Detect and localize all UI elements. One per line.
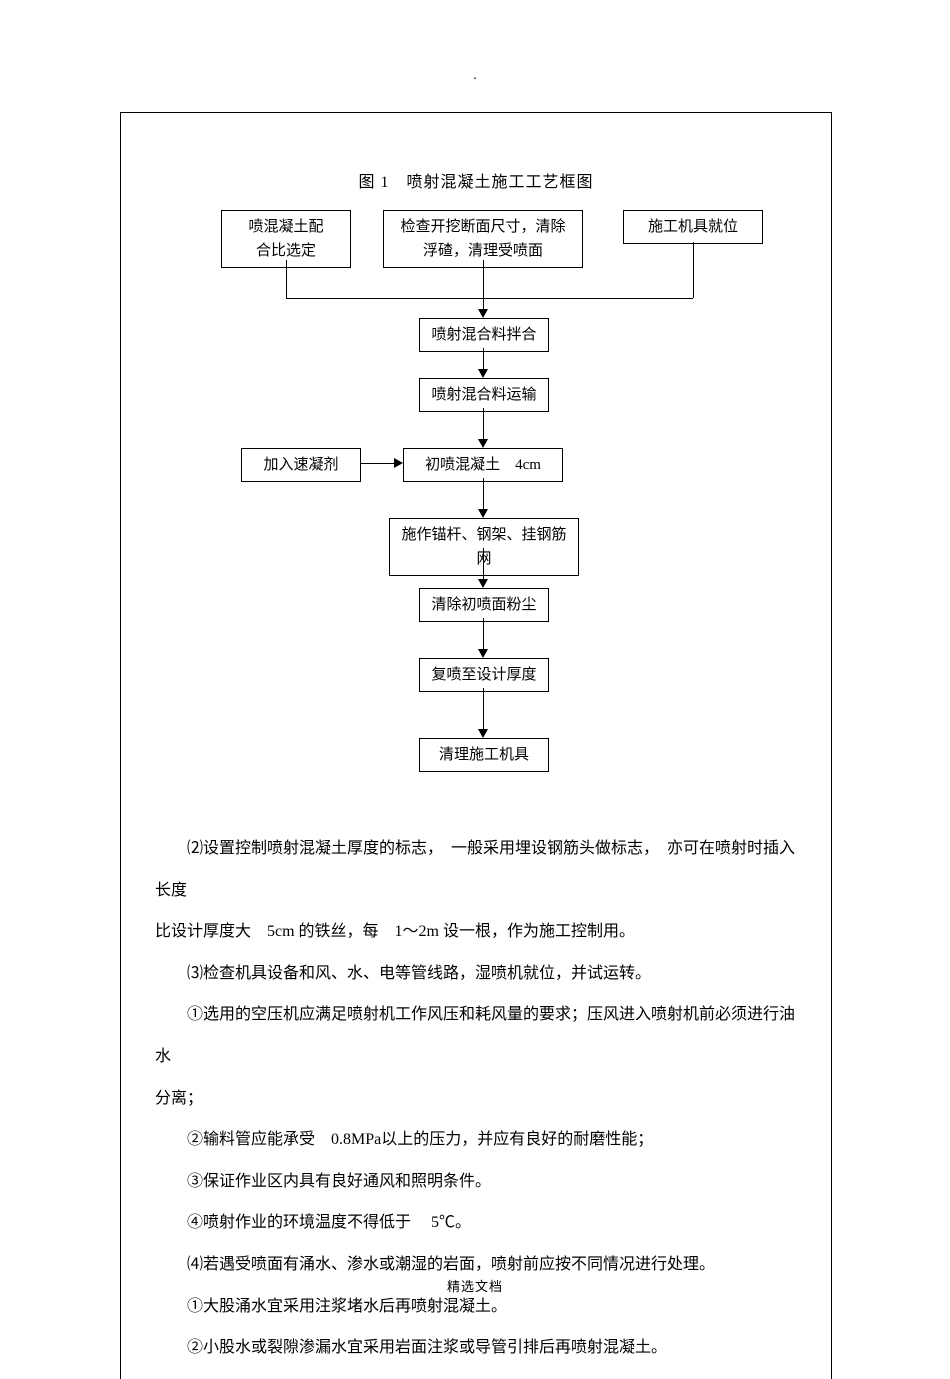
connector-11 [483, 688, 484, 730]
para-3-1-cont: 分离； [155, 1078, 797, 1120]
arrowhead-6 [478, 439, 488, 448]
arrowhead-4 [478, 309, 488, 318]
flow-node-n9: 清除初喷面粉尘 [419, 588, 549, 622]
arrowhead-8 [478, 509, 488, 518]
connector-0 [286, 260, 287, 298]
flow-node-n5: 喷射混合料运输 [419, 378, 549, 412]
flow-node-n7: 初喷混凝土 4cm [403, 448, 563, 482]
arrowhead-9 [478, 579, 488, 588]
flow-node-n11: 清理施工机具 [419, 738, 549, 772]
header-mark: . [473, 68, 477, 84]
connector-4 [483, 260, 484, 310]
connector-10 [483, 618, 484, 650]
flowchart: 喷混凝土配合比选定检查开挖断面尺寸，清除浮碴，清理受喷面施工机具就位喷射混合料拌… [121, 210, 831, 810]
flow-node-n8: 施作锚杆、钢架、挂钢筋网 [389, 518, 579, 576]
para-3: ⑶检查机具设备和风、水、电等管线路，湿喷机就位，并试运转。 [155, 953, 797, 995]
connector-5 [483, 348, 484, 370]
flow-node-n4: 喷射混合料拌合 [419, 318, 549, 352]
page-footer: 精选文档 [447, 1276, 503, 1295]
page-frame: 图 1 喷射混凝土施工工艺框图 喷混凝土配合比选定检查开挖断面尺寸，清除浮碴，清… [120, 112, 832, 1379]
para-3-3: ③保证作业区内具有良好通风和照明条件。 [155, 1161, 797, 1203]
arrowhead-10 [478, 649, 488, 658]
flow-node-n6: 加入速凝剂 [241, 448, 361, 482]
flow-node-n10: 复喷至设计厚度 [419, 658, 549, 692]
connector-2 [693, 242, 694, 298]
connector-3 [483, 298, 693, 299]
connector-7 [361, 463, 395, 464]
para-2: ⑵设置控制喷射混凝土厚度的标志， 一般采用埋设钢筋头做标志， 亦可在喷射时插入长… [155, 828, 797, 911]
connector-9 [483, 548, 484, 580]
flow-node-n3: 施工机具就位 [623, 210, 763, 244]
arrowhead-5 [478, 369, 488, 378]
arrowhead-11 [478, 729, 488, 738]
para-3-4: ④喷射作业的环境温度不得低于 5℃。 [155, 1202, 797, 1244]
connector-6 [483, 408, 484, 440]
para-2-cont: 比设计厚度大 5cm 的铁丝，每 1～2m 设一根，作为施工控制用。 [155, 911, 797, 953]
connector-8 [483, 478, 484, 510]
para-3-2: ②输料管应能承受 0.8MPa以上的压力，并应有良好的耐磨性能； [155, 1119, 797, 1161]
para-4-2: ②小股水或裂隙渗漏水宜采用岩面注浆或导管引排后再喷射混凝土。 [155, 1327, 797, 1369]
connector-1 [286, 298, 483, 299]
para-3-1: ①选用的空压机应满足喷射机工作风压和耗风量的要求；压风进入喷射机前必须进行油水 [155, 994, 797, 1077]
diagram-title: 图 1 喷射混凝土施工工艺框图 [121, 168, 831, 192]
arrowhead-7 [394, 458, 403, 468]
